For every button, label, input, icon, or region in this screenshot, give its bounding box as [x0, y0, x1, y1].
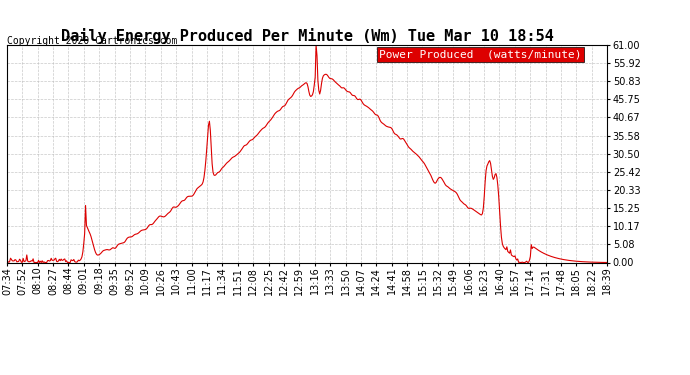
Text: Copyright 2020 Cartronics.com: Copyright 2020 Cartronics.com [7, 36, 177, 46]
Text: Power Produced  (watts/minute): Power Produced (watts/minute) [379, 50, 582, 59]
Title: Daily Energy Produced Per Minute (Wm) Tue Mar 10 18:54: Daily Energy Produced Per Minute (Wm) Tu… [61, 28, 553, 44]
